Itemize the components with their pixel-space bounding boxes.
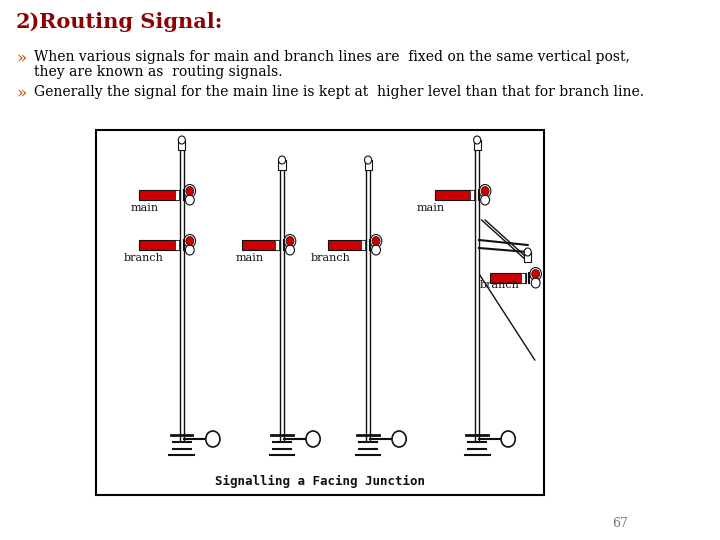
Circle shape [186, 237, 194, 246]
Circle shape [480, 185, 491, 198]
Text: When various signals for main and branch lines are  fixed on the same vertical p: When various signals for main and branch… [34, 50, 629, 64]
Text: 2): 2) [16, 12, 40, 32]
Circle shape [286, 245, 294, 255]
Circle shape [481, 195, 490, 205]
Bar [470, 190, 474, 200]
Bar [474, 140, 481, 150]
Circle shape [531, 278, 540, 288]
Bar [279, 160, 286, 170]
Text: branch: branch [480, 280, 520, 290]
Circle shape [370, 234, 382, 247]
Circle shape [481, 186, 489, 195]
Ellipse shape [524, 248, 531, 256]
Bar [175, 190, 179, 200]
Ellipse shape [279, 156, 286, 164]
Circle shape [392, 431, 406, 447]
Text: they are known as  routing signals.: they are known as routing signals. [34, 65, 282, 79]
Bar [139, 240, 180, 250]
Text: »: » [16, 85, 26, 102]
Text: 67: 67 [612, 517, 628, 530]
Circle shape [186, 186, 194, 195]
Bar [139, 190, 180, 200]
Bar [275, 240, 279, 250]
Text: main: main [417, 203, 445, 213]
Circle shape [185, 195, 194, 205]
Circle shape [306, 431, 320, 447]
Circle shape [184, 185, 196, 198]
Text: main: main [236, 253, 264, 263]
Bar [524, 252, 531, 262]
Text: main: main [130, 203, 158, 213]
Circle shape [372, 237, 380, 246]
Text: branch: branch [310, 253, 351, 263]
Text: Routing Signal:: Routing Signal: [39, 12, 222, 32]
Bar [328, 240, 366, 250]
Circle shape [284, 234, 296, 247]
Ellipse shape [179, 136, 185, 144]
Bar [175, 240, 179, 250]
Bar [364, 160, 372, 170]
Text: branch: branch [124, 253, 164, 263]
Bar [490, 273, 526, 283]
Bar [361, 240, 365, 250]
Text: Signalling a Facing Junction: Signalling a Facing Junction [215, 475, 425, 488]
Text: Generally the signal for the main line is kept at  higher level than that for br: Generally the signal for the main line i… [34, 85, 644, 99]
Bar [242, 240, 280, 250]
Circle shape [286, 237, 294, 246]
Circle shape [531, 269, 540, 279]
Bar [179, 140, 185, 150]
Bar [521, 273, 525, 283]
Circle shape [206, 431, 220, 447]
Text: »: » [16, 50, 26, 67]
Circle shape [501, 431, 516, 447]
Circle shape [184, 234, 196, 247]
Circle shape [530, 267, 541, 280]
Circle shape [372, 245, 380, 255]
Bar [96, 130, 544, 495]
Ellipse shape [474, 136, 481, 144]
Bar [435, 190, 475, 200]
Circle shape [185, 245, 194, 255]
Ellipse shape [364, 156, 372, 164]
